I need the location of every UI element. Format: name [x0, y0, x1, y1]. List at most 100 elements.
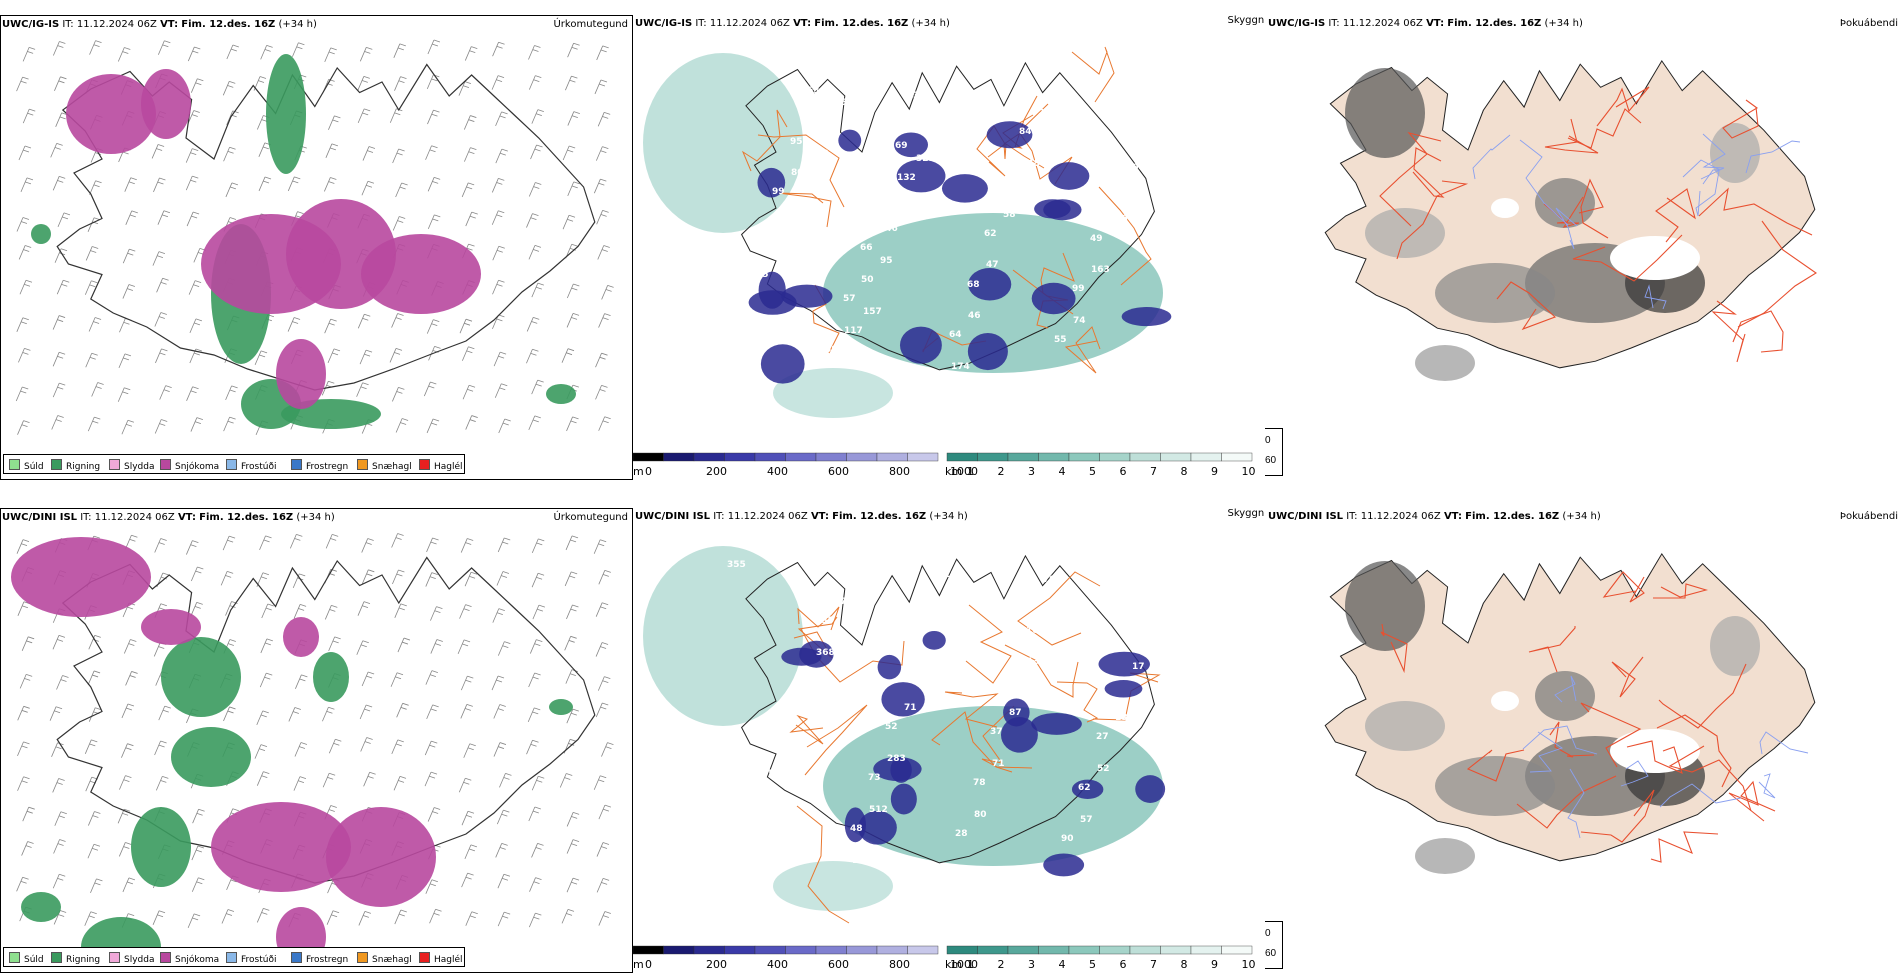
height-scale-bin: [754, 945, 786, 955]
height-tick: 800: [889, 958, 910, 971]
road: [1650, 831, 1719, 863]
height-scale-bin: [846, 452, 878, 462]
legend-swatch: [160, 952, 171, 963]
wind-barb: [531, 538, 545, 554]
wind-barb: [84, 280, 98, 295]
low-cloud-cell: [968, 267, 1012, 301]
wind-barb: [357, 76, 370, 91]
height-tick: 0: [645, 958, 652, 971]
height-scale-bin: [724, 945, 756, 955]
visibility-scale-bin: [1190, 452, 1222, 462]
legend-label: Rigning: [66, 462, 101, 472]
wind-barb: [88, 317, 102, 332]
wind-barb: [55, 112, 68, 127]
fog-title: Þokuábendi: [1839, 511, 1898, 522]
valid-time: Fim. 12.des. 16Z: [199, 512, 294, 523]
wind-barb: [598, 416, 611, 431]
wind-barb: [461, 182, 475, 198]
height-tick: 400: [767, 958, 788, 971]
wind-barb: [54, 76, 67, 91]
cloud-base-label: 104: [1126, 163, 1145, 173]
cloud-base-label: 148: [1021, 159, 1040, 169]
height-tick: 200: [706, 465, 727, 478]
panel-header: UWC/IG-IS IT: 11.12.2024 06Z VT: Fim. 12…: [1268, 18, 1583, 29]
valid-time: Fim. 12.des. 16Z: [181, 19, 276, 30]
wind-barb: [122, 284, 136, 299]
legend-label: Slydda: [124, 955, 155, 965]
visibility-scale-bin: [946, 452, 978, 462]
cloud-base-label: 117: [844, 326, 863, 336]
wind-barb: [188, 280, 202, 295]
wind-barb: [593, 775, 607, 790]
visibility-tick: 10: [1242, 465, 1256, 478]
visibility-tick: 5: [1089, 958, 1096, 971]
wind-barb: [52, 873, 66, 889]
visibility-tick: 8: [1181, 958, 1188, 971]
wind-barb: [292, 573, 306, 589]
visibility-scale-bin: [1068, 945, 1100, 955]
legend-swatch: [357, 459, 368, 470]
snow-area: [276, 339, 326, 409]
height-scale-bin: [693, 945, 725, 955]
cloud-base-label: 143: [1107, 183, 1126, 193]
road: [1528, 626, 1576, 673]
wind-barb: [393, 43, 406, 58]
wind-barb: [361, 538, 374, 553]
wind-barb: [186, 540, 199, 555]
wind-barb: [85, 352, 98, 368]
low-cloud-cell: [893, 132, 929, 158]
road: [965, 604, 1012, 684]
wind-barb: [17, 420, 30, 435]
wind-barb: [566, 877, 580, 893]
wind-barb: [356, 382, 369, 397]
wind-barb: [190, 601, 203, 617]
wind-barb: [532, 604, 546, 620]
river: [1759, 731, 1809, 755]
cloud-base-label: 66: [860, 243, 873, 253]
cloud-base-label: 58: [1003, 210, 1016, 220]
wind-barb: [192, 808, 205, 824]
snow-area: [211, 802, 351, 892]
wind-barb: [54, 811, 67, 826]
legend-item-súld: Súld: [9, 459, 44, 472]
cloud-base-label: 95: [880, 256, 893, 266]
cloud-base-label: 79: [932, 71, 945, 81]
wind-barb: [597, 245, 610, 260]
wind-barb: [526, 317, 540, 332]
road: [1578, 178, 1609, 239]
wind-barb: [322, 706, 335, 722]
wind-barb: [19, 674, 33, 689]
wind-barb: [395, 418, 409, 433]
wind-barb: [254, 350, 268, 366]
wind-barb: [464, 844, 478, 860]
wind-barb: [52, 175, 66, 191]
legend-label: Haglél: [434, 955, 463, 965]
wind-barb: [155, 776, 169, 791]
height-scale-bin: [785, 945, 817, 955]
wind-barb: [117, 387, 131, 402]
wind-barb: [567, 111, 580, 126]
snow-area: [141, 69, 191, 139]
cloud-base-label: 54: [1002, 178, 1015, 188]
cloud-base-label: 80: [974, 810, 987, 820]
cloud-base-label: 355: [727, 560, 746, 570]
precip-type-title: Úrkomutegund: [553, 19, 628, 30]
legend-swatch: [51, 952, 62, 963]
road: [804, 704, 868, 776]
glacier: [1610, 729, 1700, 773]
wind-barb: [426, 74, 440, 90]
cloud-base-label: 203: [939, 602, 958, 612]
rain-area: [549, 699, 573, 715]
legend-label: Snæhagl: [372, 462, 412, 472]
wind-barb: [325, 143, 339, 158]
low-cloud-cell: [941, 174, 988, 203]
wind-barb: [258, 176, 272, 192]
wind-barb: [85, 246, 99, 261]
wind-barb: [426, 537, 439, 553]
wind-barb: [18, 348, 31, 363]
wind-barb: [566, 812, 580, 827]
wind-barb: [362, 146, 376, 161]
visibility-tick: 6: [1120, 958, 1127, 971]
low-cloud-cell: [896, 159, 946, 193]
wind-barb: [123, 639, 137, 654]
